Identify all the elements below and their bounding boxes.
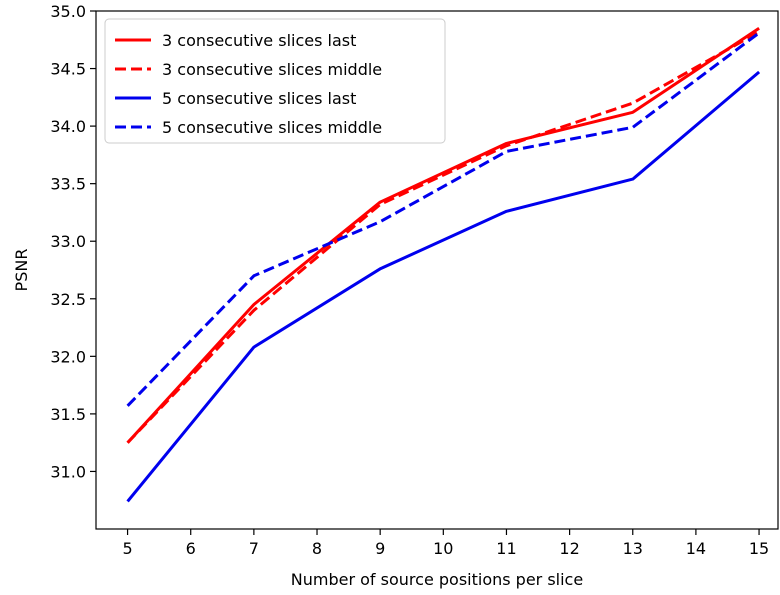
series-line-1 (126, 27, 760, 444)
x-tick-label: 7 (249, 539, 259, 558)
legend-entry: 5 consecutive slices middle (162, 118, 382, 137)
legend-entry: 3 consecutive slices last (162, 31, 356, 50)
plot-frame (95, 10, 779, 530)
x-tick-label: 14 (686, 539, 706, 558)
y-tick-label: 34.0 (50, 117, 86, 136)
x-tick-label: 10 (433, 539, 453, 558)
x-axis-label: Number of source positions per slice (291, 570, 583, 589)
x-tick-label: 12 (559, 539, 579, 558)
x-tick-label: 11 (496, 539, 516, 558)
y-tick-label: 31.5 (50, 405, 86, 424)
y-tick-label: 32.0 (50, 347, 86, 366)
y-tick-label: 33.5 (50, 175, 86, 194)
series-line-2 (126, 30, 760, 444)
x-tick-label: 13 (623, 539, 643, 558)
series-line-4 (126, 31, 760, 407)
series-lines (126, 27, 761, 503)
legend-entry: 3 consecutive slices middle (162, 60, 382, 79)
y-axis-label: PSNR (12, 249, 31, 292)
x-axis: 5 6 7 8 9 10 11 12 13 14 15 (122, 529, 769, 558)
series-line-3 (126, 70, 761, 503)
y-axis: 31.0 31.5 32.0 32.5 33.0 33.5 34.0 34.5 35.0 (50, 2, 96, 481)
y-tick-label: 31.0 (50, 462, 86, 481)
legend-box (104, 18, 446, 144)
x-tick-label: 6 (186, 539, 196, 558)
x-tick-label: 5 (122, 539, 132, 558)
y-tick-label: 33.0 (50, 232, 86, 251)
x-tick-label: 9 (375, 539, 385, 558)
y-tick-label: 35.0 (50, 2, 86, 21)
x-tick-label: 15 (749, 539, 769, 558)
legend: 3 consecutive slices last 3 consecutive s… (104, 18, 446, 144)
y-tick-label: 34.5 (50, 60, 86, 79)
legend-entry: 5 consecutive slices last (162, 89, 356, 108)
x-tick-label: 8 (312, 539, 322, 558)
y-tick-label: 32.5 (50, 290, 86, 309)
